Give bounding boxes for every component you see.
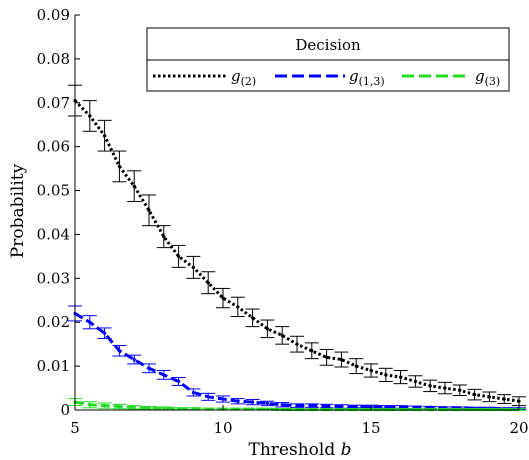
data-point	[280, 403, 284, 407]
legend-label-g3: g(3)	[475, 67, 500, 88]
data-point	[473, 393, 477, 397]
series-1	[68, 305, 526, 411]
y-tick-label: 0.01	[37, 357, 70, 375]
data-point	[384, 373, 388, 377]
data-point	[103, 331, 107, 335]
data-point	[487, 395, 491, 399]
y-tick-label: 0.09	[37, 6, 70, 24]
data-point	[399, 375, 403, 379]
data-point	[103, 404, 107, 408]
y-tick-label: 0.04	[37, 225, 70, 243]
data-point	[221, 296, 225, 300]
data-point	[413, 379, 417, 384]
data-point	[132, 184, 136, 188]
data-point	[517, 399, 521, 403]
data-point	[147, 406, 151, 410]
data-point	[103, 134, 107, 138]
x-tick-label: 20	[509, 419, 528, 437]
data-point	[280, 333, 284, 337]
data-point	[206, 281, 210, 285]
legend-title: Decision	[295, 36, 361, 54]
data-point	[354, 404, 358, 409]
data-point	[191, 265, 195, 269]
y-tick-label: 0.05	[37, 182, 70, 200]
data-point	[147, 366, 151, 370]
data-point	[177, 407, 181, 411]
data-point	[221, 397, 225, 401]
data-point	[265, 327, 269, 331]
data-point	[236, 399, 240, 403]
data-point	[88, 403, 92, 407]
y-tick-label: 0	[60, 401, 70, 419]
data-point	[310, 349, 314, 353]
data-point	[88, 320, 92, 324]
data-point	[295, 404, 299, 408]
data-point	[117, 164, 121, 169]
y-axis-label: Probability	[8, 163, 28, 258]
x-axis-label: Threshold b	[249, 440, 352, 460]
data-point	[502, 397, 506, 401]
data-point	[384, 405, 388, 409]
data-point	[354, 364, 358, 368]
y-tick-label: 0.08	[37, 50, 70, 68]
data-point	[191, 390, 195, 395]
data-point	[325, 404, 329, 408]
data-point	[458, 388, 462, 392]
data-point	[251, 316, 255, 320]
data-point	[132, 357, 136, 362]
axes: 0 0.01 0.02 0.03 0.04 0.05 0.06 0.07 0.08 0.09 5 10…	[37, 6, 529, 437]
x-tick-label: 5	[70, 419, 80, 437]
data-point	[117, 349, 121, 353]
data-point	[177, 254, 181, 258]
data-point	[191, 407, 195, 411]
data-point	[177, 379, 181, 384]
data-point	[132, 405, 136, 409]
y-tick-label: 0.06	[37, 138, 70, 156]
data-point	[325, 355, 329, 359]
data-point	[162, 406, 166, 410]
x-tick-label: 10	[213, 419, 232, 437]
data-point	[369, 368, 373, 373]
data-point	[428, 384, 432, 388]
y-tick-label: 0.02	[37, 313, 70, 331]
data-point	[339, 404, 343, 409]
data-point	[117, 404, 121, 409]
data-point	[265, 401, 269, 406]
data-point	[339, 357, 343, 362]
y-tick-label: 0.03	[37, 269, 70, 287]
legend-label-g2: g(2)	[231, 67, 256, 88]
x-tick-label: 15	[361, 419, 380, 437]
data-point	[162, 373, 166, 377]
data-point	[236, 305, 240, 309]
data-point	[251, 400, 255, 404]
series-0	[68, 84, 526, 407]
data-point	[443, 386, 447, 390]
data-point	[147, 208, 151, 212]
series-line	[73, 99, 520, 403]
data-point	[162, 235, 166, 239]
y-tick-label: 0.07	[37, 94, 70, 112]
legend-label-g13: g(1,3)	[349, 67, 385, 88]
data-point	[310, 404, 314, 408]
plot-area	[68, 84, 526, 412]
series-line	[74, 312, 519, 411]
legend: Decision g(2) g(1,3) g(3)	[146, 27, 510, 92]
data-point	[206, 395, 210, 399]
data-point	[399, 405, 403, 409]
data-point	[88, 114, 92, 118]
data-point	[295, 342, 299, 346]
